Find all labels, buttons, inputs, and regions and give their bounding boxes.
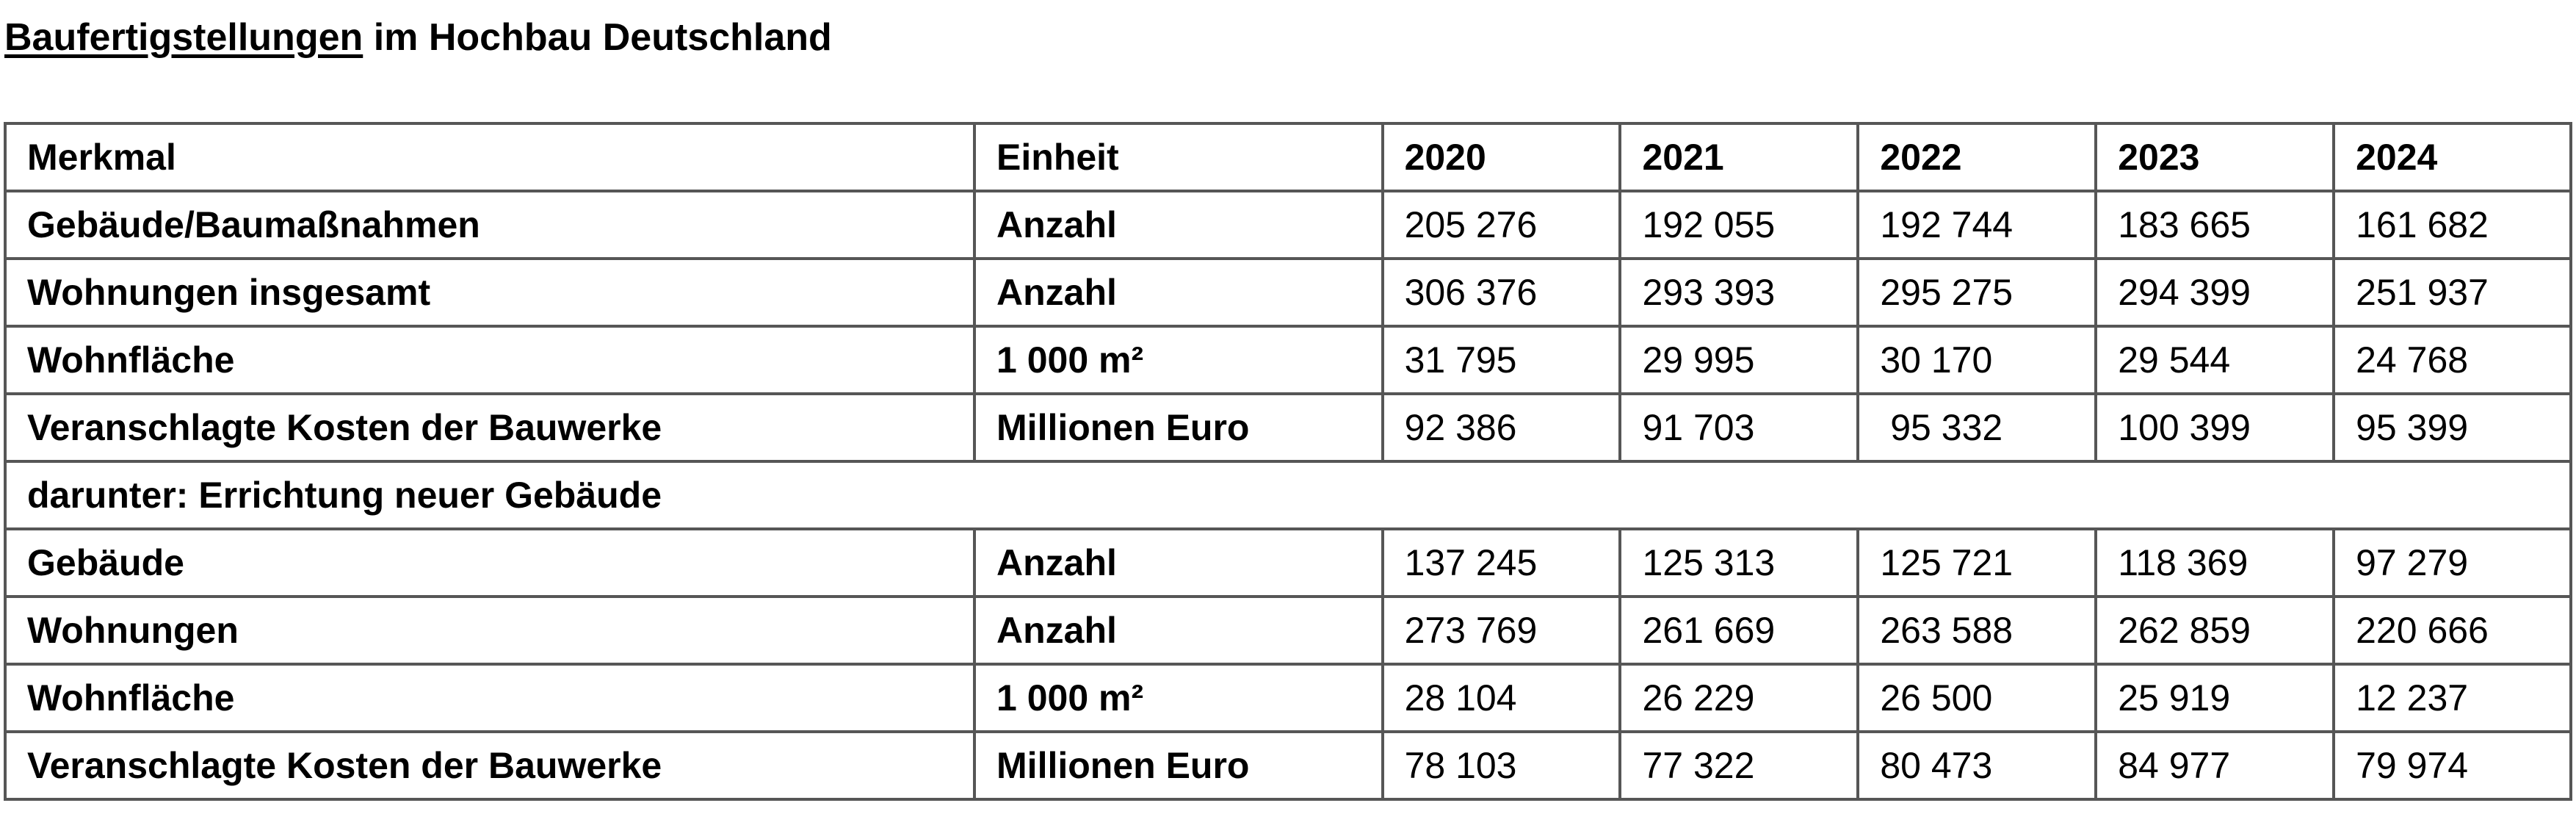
column-header-merkmal: Merkmal	[3, 122, 977, 193]
value-2020: 137 245	[1381, 527, 1622, 599]
title-rest: im Hochbau Deutschland	[363, 16, 832, 59]
header-row: Merkmal Einheit 2020 2021 2022 2023 2024	[3, 122, 2572, 193]
value-2023: 183 665	[2094, 190, 2336, 261]
value-2022: 125 721	[1856, 527, 2098, 599]
column-header-einheit: Einheit	[973, 122, 1384, 193]
value-2022: 263 588	[1856, 595, 2098, 666]
value-2022: 295 275	[1856, 257, 2098, 328]
value-2022: 80 473	[1856, 730, 2098, 802]
value-2024: 161 682	[2332, 190, 2572, 261]
value-2022: 26 500	[1856, 663, 2098, 734]
value-2021: 261 669	[1618, 595, 1860, 666]
value-2021: 293 393	[1618, 257, 1860, 328]
row-label: Wohnungen insgesamt	[3, 257, 977, 328]
value-2020: 31 795	[1381, 325, 1622, 396]
column-header-2022: 2022	[1856, 122, 2098, 193]
column-header-2020: 2020	[1381, 122, 1622, 193]
row-unit: Millionen Euro	[973, 392, 1384, 464]
table-row: Wohnungen Anzahl 273 769 261 669 263 588…	[3, 595, 2572, 666]
value-2023: 118 369	[2094, 527, 2336, 599]
value-2020: 306 376	[1381, 257, 1622, 328]
value-2020: 78 103	[1381, 730, 1622, 802]
value-2020: 92 386	[1381, 392, 1622, 464]
value-2023: 294 399	[2094, 257, 2336, 328]
value-2021: 192 055	[1618, 190, 1860, 261]
value-2024: 12 237	[2332, 663, 2572, 734]
row-unit: Anzahl	[973, 257, 1384, 328]
value-2021: 29 995	[1618, 325, 1860, 396]
column-header-2021: 2021	[1618, 122, 1860, 193]
row-label: Veranschlagte Kosten der Bauwerke	[3, 730, 977, 802]
row-unit: 1 000 m²	[973, 325, 1384, 396]
value-2021: 125 313	[1618, 527, 1860, 599]
table-row: Wohnungen insgesamt Anzahl 306 376 293 3…	[3, 257, 2572, 328]
value-2024: 220 666	[2332, 595, 2572, 666]
row-label: Gebäude	[3, 527, 977, 599]
value-2023: 29 544	[2094, 325, 2336, 396]
column-header-2023: 2023	[2094, 122, 2336, 193]
value-2024: 95 399	[2332, 392, 2572, 464]
section-row: darunter: Errichtung neuer Gebäude	[4, 460, 2572, 531]
value-2022: 95 332	[1856, 392, 2098, 464]
row-label: Wohnfläche	[3, 325, 977, 396]
value-2020: 273 769	[1381, 595, 1622, 666]
value-2021: 26 229	[1618, 663, 1860, 734]
table-row: Wohnfläche 1 000 m² 31 795 29 995 30 170…	[3, 325, 2572, 396]
value-2023: 100 399	[2094, 392, 2336, 464]
table-row: Gebäude/Baumaßnahmen Anzahl 205 276 192 …	[3, 190, 2572, 261]
value-2022: 30 170	[1856, 325, 2098, 396]
value-2020: 205 276	[1381, 190, 1622, 261]
row-unit: Anzahl	[973, 595, 1384, 666]
section-label: darunter: Errichtung neuer Gebäude	[4, 460, 2572, 531]
row-unit: Anzahl	[973, 527, 1384, 599]
column-header-2024: 2024	[2332, 122, 2572, 193]
title-underlined-part: Baufertigstellungen	[4, 16, 363, 59]
row-label: Gebäude/Baumaßnahmen	[3, 190, 977, 261]
row-label: Wohnfläche	[3, 663, 977, 734]
value-2021: 77 322	[1618, 730, 1860, 802]
statistics-table: Merkmal Einheit 2020 2021 2022 2023 2024…	[3, 122, 2572, 802]
value-2024: 251 937	[2332, 257, 2572, 328]
table-row: Veranschlagte Kosten der Bauwerke Millio…	[3, 730, 2572, 802]
row-unit: 1 000 m²	[973, 663, 1384, 734]
row-label: Wohnungen	[3, 595, 977, 666]
value-2021: 91 703	[1618, 392, 1860, 464]
value-2024: 79 974	[2332, 730, 2572, 802]
row-label: Veranschlagte Kosten der Bauwerke	[3, 392, 977, 464]
value-2023: 84 977	[2094, 730, 2336, 802]
value-2024: 24 768	[2332, 325, 2572, 396]
table-row: Veranschlagte Kosten der Bauwerke Millio…	[3, 392, 2572, 464]
page-title: Baufertigstellungen im Hochbau Deutschla…	[4, 15, 2576, 60]
table-row: Gebäude Anzahl 137 245 125 313 125 721 1…	[3, 527, 2572, 599]
row-unit: Millionen Euro	[973, 730, 1384, 802]
value-2020: 28 104	[1381, 663, 1622, 734]
value-2023: 262 859	[2094, 595, 2336, 666]
value-2023: 25 919	[2094, 663, 2336, 734]
value-2022: 192 744	[1856, 190, 2098, 261]
row-unit: Anzahl	[973, 190, 1384, 261]
value-2024: 97 279	[2332, 527, 2572, 599]
table-row: Wohnfläche 1 000 m² 28 104 26 229 26 500…	[3, 663, 2572, 734]
